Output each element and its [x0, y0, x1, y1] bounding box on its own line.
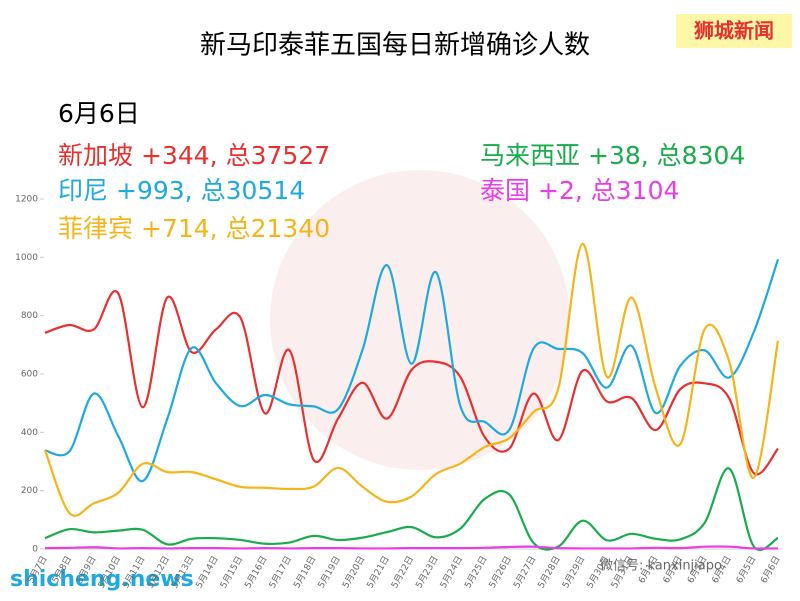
footer-wechat: 微信号: kanxinjiapo — [600, 559, 722, 574]
series-note: +2, 总3104 — [538, 176, 679, 205]
series-note: +714, 总21340 — [141, 214, 330, 243]
x-tick-label: 5月27日 — [511, 554, 538, 590]
x-tick-label: 5月20日 — [340, 554, 367, 590]
badge: 狮城新闻 — [694, 19, 774, 43]
x-tick-label: 6月6日 — [759, 554, 783, 585]
series-annotation: 菲律宾 +714, 总21340 — [58, 214, 330, 243]
series-note: +38, 总8304 — [588, 141, 745, 170]
y-tick-label: 600 — [21, 370, 38, 380]
x-tick-label: 5月22日 — [389, 554, 416, 590]
x-tick-label: 5月15日 — [218, 554, 245, 590]
x-tick-label: 5月28日 — [536, 554, 563, 590]
footer-site: shicheng.news — [10, 567, 194, 592]
date-label: 6月6日 — [58, 99, 140, 128]
x-tick-label: 5月14日 — [194, 554, 221, 590]
badge-bg — [676, 14, 792, 48]
x-tick-label: 5月16日 — [243, 554, 270, 590]
x-tick-label: 6月5日 — [734, 554, 758, 585]
series-name: 新加坡 — [58, 141, 133, 170]
series-note: +993, 总30514 — [116, 176, 305, 205]
series-line — [44, 467, 779, 551]
series-name: 马来西亚 — [480, 141, 580, 170]
series-annotation: 印尼 +993, 总30514 — [58, 176, 305, 205]
x-tick-label: 5月21日 — [365, 554, 392, 590]
series-line — [44, 545, 779, 550]
series-note: +344, 总37527 — [141, 141, 330, 170]
x-tick-label: 5月24日 — [438, 554, 465, 590]
x-tick-label: 5月17日 — [267, 554, 294, 590]
y-tick-label: 1000 — [15, 253, 38, 263]
x-tick-label: 5月29日 — [560, 554, 587, 590]
series-name: 菲律宾 — [58, 214, 133, 243]
y-tick-label: 1200 — [15, 195, 38, 205]
series-name: 泰国 — [480, 176, 530, 205]
series-annotation: 泰国 +2, 总3104 — [480, 176, 679, 205]
x-tick-label: 5月26日 — [487, 554, 514, 590]
series-annotation: 马来西亚 +38, 总8304 — [480, 141, 745, 170]
y-tick-label: 400 — [21, 428, 38, 438]
series-annotation: 新加坡 +344, 总37527 — [58, 141, 330, 170]
x-tick-label: 5月19日 — [316, 554, 343, 590]
series-line — [43, 242, 780, 517]
series-name: 印尼 — [58, 176, 108, 205]
series-line — [44, 290, 779, 476]
series-line — [44, 259, 780, 483]
x-tick-label: 5月18日 — [291, 554, 318, 590]
x-tick-label: 5月23日 — [414, 554, 441, 590]
y-tick-label: 800 — [21, 311, 38, 321]
y-tick-label: 0 — [32, 545, 38, 555]
y-tick-label: 200 — [21, 486, 38, 496]
chart-title: 新马印泰菲五国每日新增确诊人数 — [200, 31, 590, 61]
x-tick-label: 5月25日 — [462, 554, 489, 590]
